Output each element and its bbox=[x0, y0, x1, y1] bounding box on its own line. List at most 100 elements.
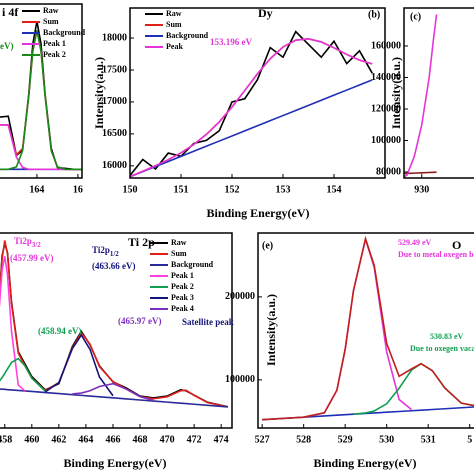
legend-label: Peak 2 bbox=[171, 282, 194, 291]
data-line bbox=[130, 79, 373, 178]
panel-title: i 4f bbox=[2, 5, 19, 19]
annotation-text: 153.196 eV bbox=[210, 37, 252, 47]
annotation-text: 529.49 eV bbox=[398, 238, 432, 247]
data-line bbox=[262, 235, 474, 421]
legend-label: Background bbox=[171, 260, 214, 269]
x-tick-label: 529 bbox=[338, 434, 353, 445]
data-line bbox=[0, 256, 26, 392]
annotation-text: (458.94 eV) bbox=[38, 326, 82, 336]
plot-frame bbox=[0, 3, 83, 179]
y-tick-label: 120000 bbox=[371, 103, 401, 114]
x-tick-label: 5 bbox=[467, 434, 472, 445]
x-tick-label: 470 bbox=[160, 434, 175, 445]
panel-title: O bbox=[452, 238, 461, 252]
panel-title: Dy bbox=[258, 6, 273, 20]
annotation-text: Ti2p bbox=[92, 245, 110, 255]
panel-label: (c) bbox=[410, 11, 421, 22]
annotation: 153.196 eV bbox=[210, 37, 252, 47]
x-tick-label: 164 bbox=[29, 184, 44, 195]
legend-label: Sum bbox=[43, 17, 59, 26]
x-tick-label: 468 bbox=[133, 434, 148, 445]
annotation-subscript: 1/2 bbox=[110, 250, 119, 258]
annotation: Ti2p1/2 bbox=[92, 245, 119, 258]
annotation-text: (465.97 eV) bbox=[118, 316, 162, 326]
legend-label: Peak 2 bbox=[43, 50, 66, 59]
y-axis-label: Intensity(a.u.) bbox=[264, 294, 278, 366]
legend-label: Sum bbox=[166, 20, 182, 29]
x-tick-label: 458 bbox=[0, 434, 12, 445]
x-tick-label: 150 bbox=[123, 184, 138, 195]
annotation-text: Due to metal oxegen bond bbox=[398, 250, 474, 259]
annotation: 529.49 eV bbox=[398, 238, 432, 247]
x-tick-label: 460 bbox=[24, 434, 39, 445]
data-line bbox=[404, 14, 438, 178]
x-tick-label: 930 bbox=[414, 184, 429, 195]
plot-frame bbox=[0, 232, 233, 429]
data-line bbox=[262, 406, 474, 421]
x-tick-label: 152 bbox=[225, 184, 240, 195]
annotation-text: eV) bbox=[0, 41, 14, 51]
x-tick-label: 16 bbox=[73, 184, 83, 195]
plot-frame bbox=[257, 232, 474, 429]
data-line bbox=[130, 30, 373, 176]
legend-label: Background bbox=[166, 31, 209, 40]
panel-label: (e) bbox=[262, 240, 273, 251]
annotation: eV) bbox=[0, 41, 14, 51]
legend-label: Peak 1 bbox=[43, 39, 66, 48]
legend-label: Raw bbox=[43, 6, 59, 15]
y-tick-label: 18000 bbox=[102, 32, 127, 43]
annotation: Due to metal oxegen bond bbox=[398, 250, 474, 259]
annotation: Due to oxegen vaca bbox=[410, 344, 474, 353]
panel-label: (b) bbox=[368, 9, 380, 20]
annotation: (458.94 eV) bbox=[38, 326, 82, 336]
plot-frame bbox=[403, 7, 474, 179]
annotation: Ti2p3/2 bbox=[14, 236, 41, 249]
x-axis-label: Binding Energy(eV) bbox=[313, 456, 416, 470]
y-tick-label: 100000 bbox=[225, 374, 255, 385]
y-tick-label: 17000 bbox=[102, 96, 127, 107]
panel-title: Ti 2p bbox=[128, 235, 155, 249]
data-line bbox=[72, 382, 154, 402]
data-line bbox=[130, 37, 373, 178]
legend-label: Background bbox=[43, 28, 86, 37]
legend-label: Peak bbox=[166, 42, 183, 51]
y-axis-label: Intensity(a.u.) bbox=[92, 57, 106, 129]
x-tick-label: 474 bbox=[214, 434, 229, 445]
y-tick-label: 200000 bbox=[225, 291, 255, 302]
y-tick-label: 140000 bbox=[371, 72, 401, 83]
x-tick-label: 154 bbox=[327, 184, 342, 195]
legend-label: Raw bbox=[171, 238, 187, 247]
legend-label: Sum bbox=[171, 249, 187, 258]
x-tick-label: 530 bbox=[379, 434, 394, 445]
x-tick-label: 531 bbox=[421, 434, 436, 445]
data-line bbox=[303, 236, 413, 418]
x-tick-label: 527 bbox=[255, 434, 270, 445]
x-tick-label: 528 bbox=[296, 434, 311, 445]
annotation: (457.99 eV) bbox=[10, 253, 54, 263]
y-axis-label: Intensity(a.u.) bbox=[389, 57, 403, 129]
legend-label: Peak 3 bbox=[171, 293, 194, 302]
x-tick-label: 472 bbox=[187, 434, 202, 445]
y-tick-label: 17500 bbox=[102, 64, 127, 75]
x-tick-label: 464 bbox=[78, 434, 93, 445]
annotation-subscript: 3/2 bbox=[32, 241, 41, 249]
legend-label: Raw bbox=[166, 9, 182, 18]
legend-label: Peak 1 bbox=[171, 271, 194, 280]
x-tick-label: 466 bbox=[105, 434, 120, 445]
data-line bbox=[0, 240, 229, 408]
data-line bbox=[44, 333, 114, 397]
data-line bbox=[353, 362, 474, 415]
y-tick-label: 160000 bbox=[371, 40, 401, 51]
x-tick-label: 462 bbox=[51, 434, 66, 445]
annotation: Satellite peak bbox=[182, 317, 234, 327]
annotation: (465.97 eV) bbox=[118, 316, 162, 326]
annotation-text: 530.83 eV bbox=[430, 332, 464, 341]
x-tick-label: 153 bbox=[276, 184, 291, 195]
annotation-text: Ti2p bbox=[14, 236, 32, 246]
y-tick-label: 16500 bbox=[102, 128, 127, 139]
annotation: 530.83 eV bbox=[430, 332, 464, 341]
y-tick-label: 16000 bbox=[102, 160, 127, 171]
annotation-text: Satellite peak bbox=[182, 317, 234, 327]
data-line bbox=[0, 29, 82, 171]
